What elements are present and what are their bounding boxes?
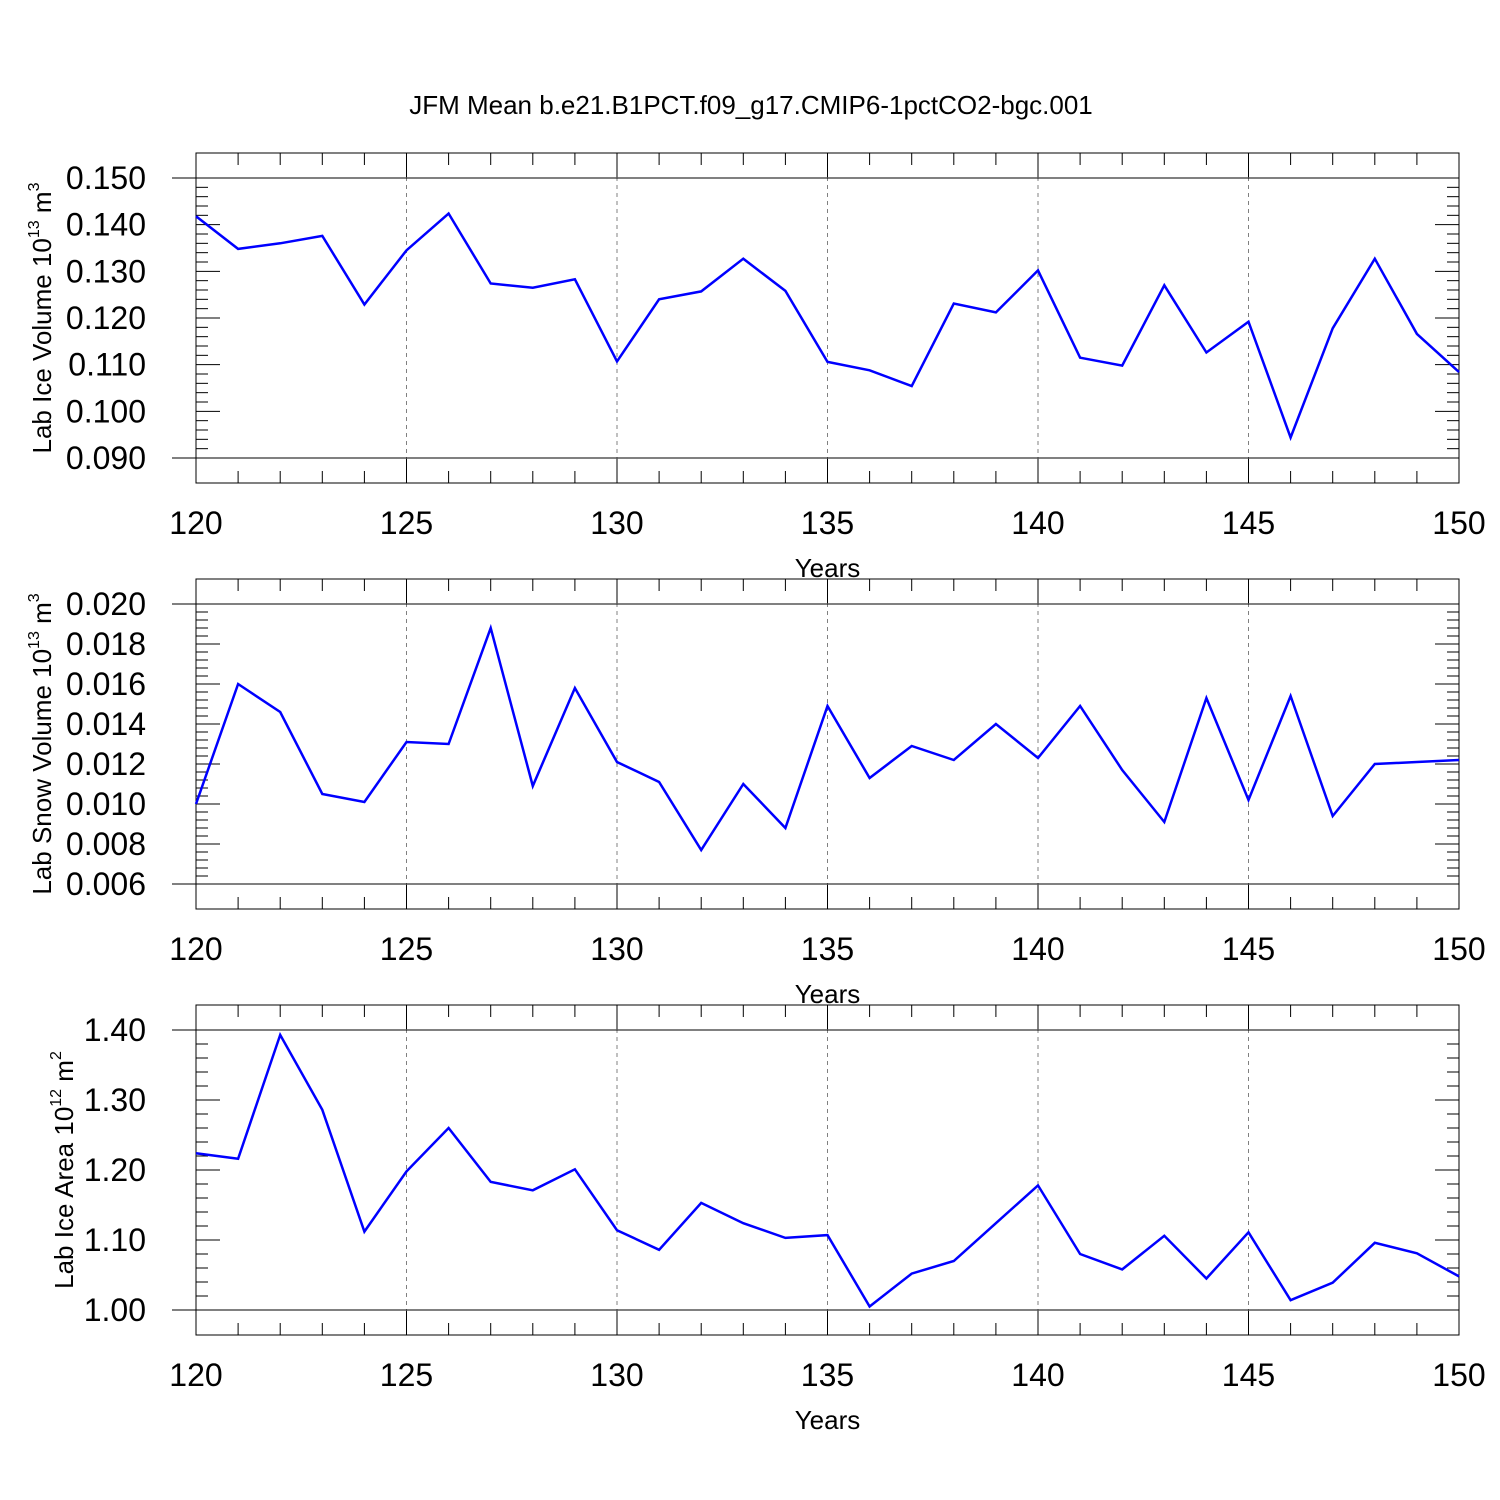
x-tick-label: 125	[380, 505, 433, 541]
x-tick-label: 130	[590, 505, 643, 541]
y-tick-label: 0.012	[66, 746, 146, 782]
x-tick-label: 135	[801, 505, 854, 541]
x-tick-label: 140	[1011, 505, 1064, 541]
data-series-line	[195, 211, 1460, 442]
y-tick-label: 0.120	[66, 300, 146, 336]
data-series-line	[195, 1031, 1460, 1309]
y-tick-label: 1.30	[84, 1082, 146, 1118]
x-axis-label: Years	[795, 553, 861, 583]
figure-title: JFM Mean b.e21.B1PCT.f09_g17.CMIP6-1pctC…	[409, 90, 1093, 120]
x-tick-label: 145	[1222, 1357, 1275, 1393]
y-tick-label: 0.090	[66, 440, 146, 476]
x-tick-label: 120	[169, 1357, 222, 1393]
x-tick-label: 150	[1432, 931, 1485, 967]
y-tick-label: 0.020	[66, 586, 146, 622]
y-tick-label: 0.006	[66, 866, 146, 902]
x-tick-label: 130	[590, 931, 643, 967]
x-tick-label: 120	[169, 931, 222, 967]
x-tick-label: 135	[801, 931, 854, 967]
y-tick-label: 1.10	[84, 1222, 146, 1258]
y-tick-label: 0.016	[66, 666, 146, 702]
y-tick-label: 0.150	[66, 160, 146, 196]
x-tick-label: 150	[1432, 505, 1485, 541]
x-tick-label: 145	[1222, 505, 1275, 541]
panel-2: 0.006 0.008 0.010 0.012 0.014 0.016 0.018 0.020…	[26, 578, 1486, 1009]
x-tick-label: 150	[1432, 1357, 1485, 1393]
y-tick-label: 0.100	[66, 393, 146, 429]
y-axis-label: Lab Ice Area 1012 m2	[48, 1051, 79, 1289]
y-tick-label: 0.140	[66, 207, 146, 243]
x-tick-label: 140	[1011, 1357, 1064, 1393]
x-tick-label: 145	[1222, 931, 1275, 967]
y-axis-label: Lab Ice Volume 1013 m3	[26, 182, 57, 453]
y-tick-label: 0.008	[66, 826, 146, 862]
y-axis-label: Lab Snow Volume 1013 m3	[26, 593, 57, 894]
x-tick-label: 125	[380, 931, 433, 967]
x-axis-label: Years	[795, 1405, 861, 1435]
x-tick-label: 120	[169, 505, 222, 541]
x-axis-label: Years	[795, 979, 861, 1009]
y-tick-label: 0.010	[66, 786, 146, 822]
x-tick-label: 130	[590, 1357, 643, 1393]
y-tick-label: 0.018	[66, 626, 146, 662]
data-series-line	[194, 623, 1460, 853]
x-tick-label: 140	[1011, 931, 1064, 967]
y-tick-label: 1.20	[84, 1152, 146, 1188]
x-tick-label: 125	[380, 1357, 433, 1393]
y-tick-label: 1.40	[84, 1012, 146, 1048]
y-tick-label: 0.014	[66, 706, 146, 742]
x-tick-label: 135	[801, 1357, 854, 1393]
y-tick-label: 0.130	[66, 253, 146, 289]
panel-3: 1.00 1.10 1.20 1.30 1.40 120 125 130 135 140 145 15…	[48, 1004, 1486, 1435]
y-tick-label: 1.00	[84, 1292, 146, 1328]
y-tick-label: 0.110	[68, 347, 146, 383]
panel-1: 0.090 0.100 0.110 0.120 0.130 0.140 0.150 120 12…	[26, 152, 1486, 583]
